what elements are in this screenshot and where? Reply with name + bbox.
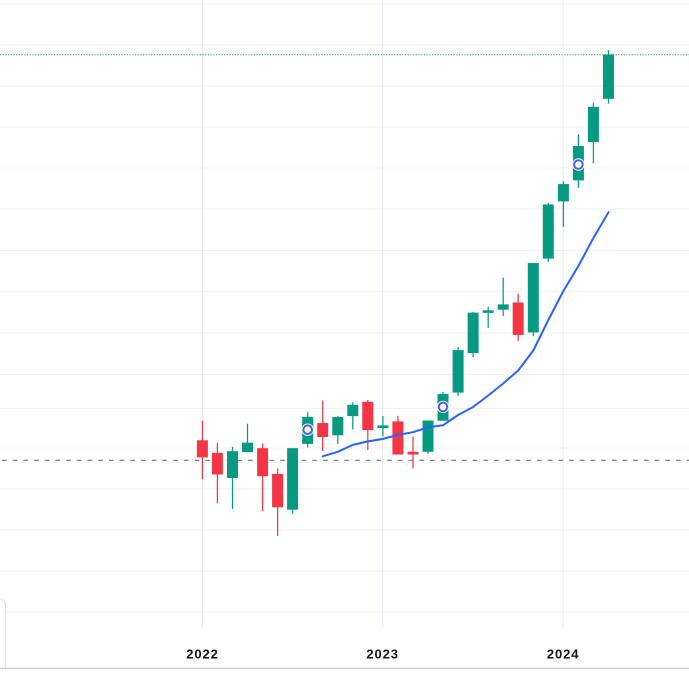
svg-text:2023: 2023	[366, 647, 399, 662]
svg-text:2024: 2024	[547, 647, 580, 662]
svg-text:2022: 2022	[186, 647, 219, 662]
